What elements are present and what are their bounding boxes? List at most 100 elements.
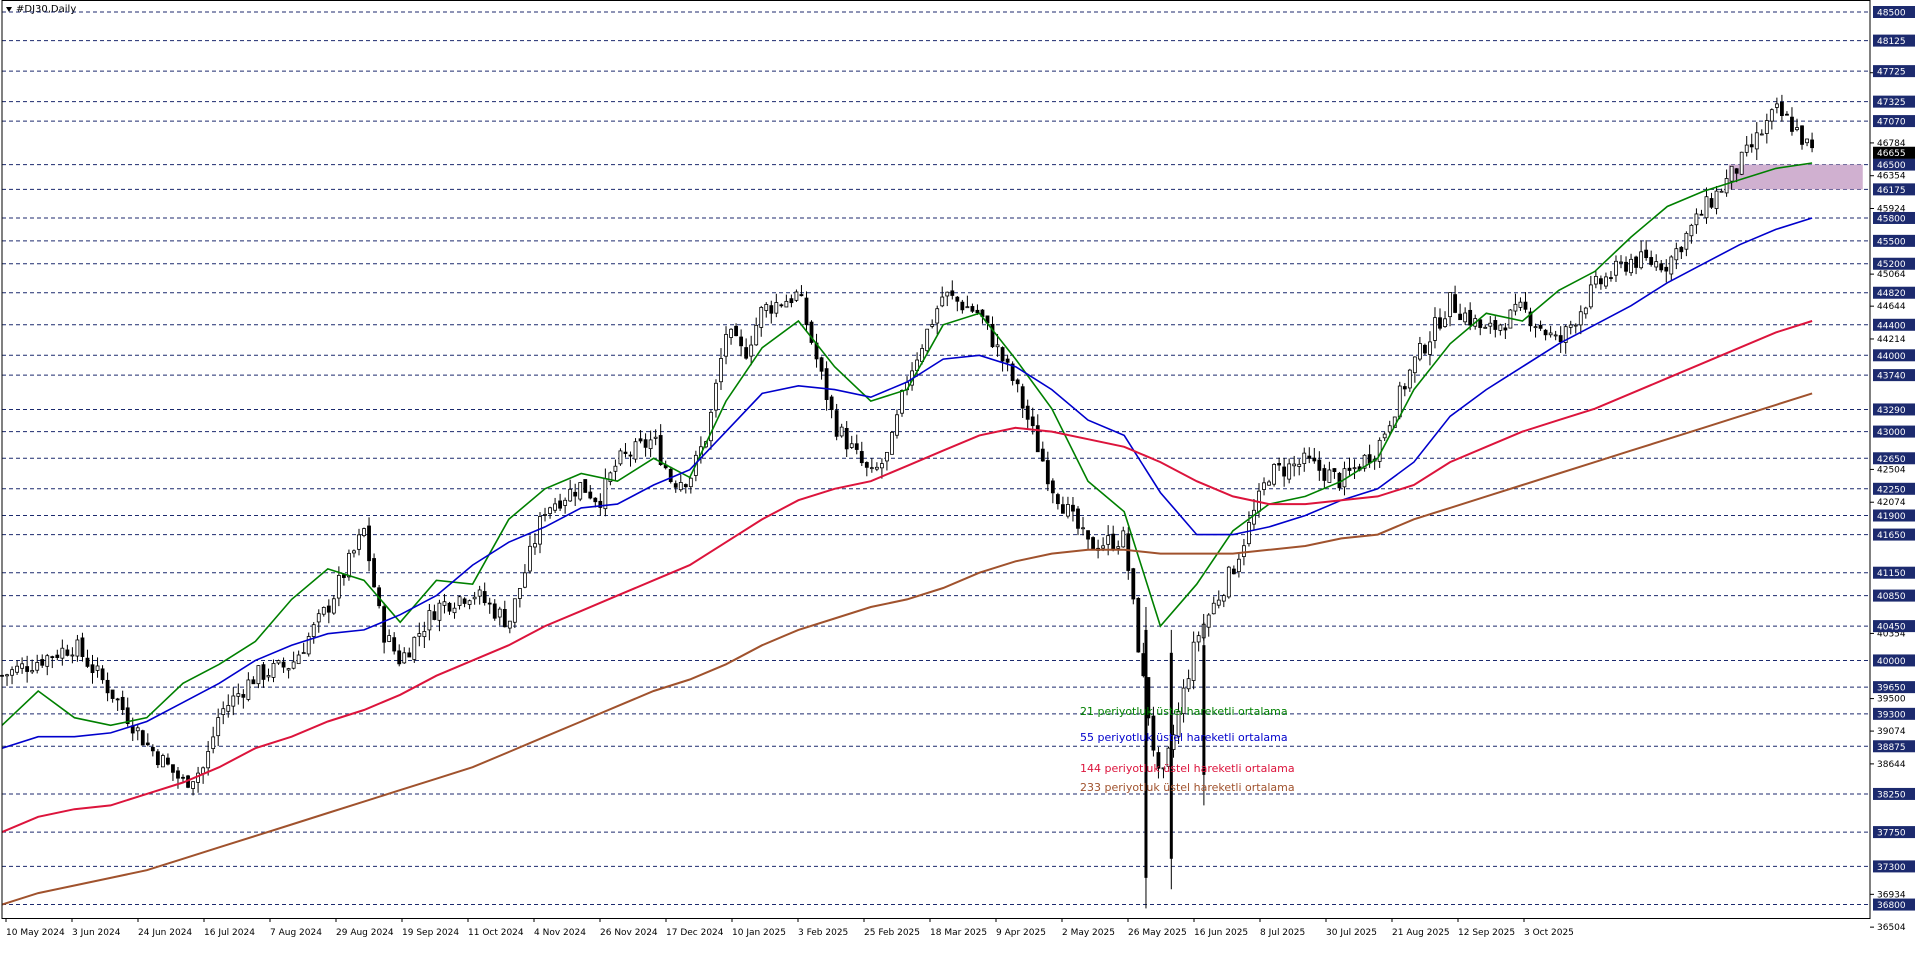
candle-body [1202,645,1206,775]
candle-body [970,306,975,312]
candle-body [583,479,588,493]
candle-body [729,328,733,338]
candle-body [256,665,261,685]
level-tag-label: 47070 [1877,118,1906,128]
level-tag-label: 37300 [1877,863,1906,873]
candle-body [266,675,271,678]
y-tick-label: 42074 [1877,498,1906,508]
level-tag-label: 39300 [1877,710,1906,720]
x-tick-label: 18 Mar 2025 [930,928,987,938]
candle-body [211,736,216,749]
candle-body [40,659,45,666]
level-tag-label: 37750 [1877,829,1906,839]
level-tag-label: 41650 [1877,531,1906,541]
candle-body [241,694,246,698]
candle-body [885,451,889,462]
candle-body [1573,324,1578,327]
candle-body [206,751,211,769]
candle-body [1066,504,1070,517]
candle-body [1267,481,1271,486]
candle-body [1609,277,1613,279]
candle-body [226,705,231,712]
candle-body [1805,138,1809,144]
time-axis[interactable]: 10 May 2024 3 Jun 2024 24 Jun 2024 16 Jul 2… [5,918,1574,938]
candle-body [1397,385,1402,418]
level-tag [1873,452,1915,465]
level-tag-label: 44000 [1877,352,1906,362]
candle-body [975,309,980,314]
candle-body [1764,120,1769,134]
candle-body [1749,144,1754,148]
candle-body [1780,101,1784,117]
level-tag-label: 38250 [1877,790,1906,800]
candle-body [291,661,296,669]
dropdown-triangle-icon[interactable] [6,6,12,12]
candle-body [648,439,653,450]
candle-body [935,308,940,324]
candle-body [709,411,713,442]
level-tag [1873,787,1915,800]
y-tick-label: 44644 [1877,302,1906,312]
candle-body [452,607,457,614]
candle-body [1548,332,1553,336]
candle-body [1181,687,1186,715]
candle-body [30,670,35,673]
level-tag-label: 43000 [1877,428,1906,438]
level-tag-label: 45800 [1877,214,1906,224]
x-tick-label: 3 Oct 2025 [1524,928,1574,938]
candle-body [1362,454,1367,469]
symbol-text: #DJ30,Daily [16,4,77,15]
candle-body [65,649,70,656]
candle-body [176,770,180,779]
level-tag [1873,369,1915,382]
candle-body [1538,324,1543,329]
x-tick-label: 7 Aug 2024 [270,928,322,938]
price-axis[interactable]: 4770446784463544592445064446444421442504… [1870,6,1915,933]
candle-body [1071,504,1075,512]
candle-body [1005,358,1010,363]
candle-body [734,325,738,337]
symbol-label: #DJ30,Daily [6,4,76,15]
candle-body [1593,275,1598,285]
candle-body [1417,343,1422,360]
candle-body [925,328,930,352]
candle-body [1719,190,1724,193]
candle-body [1513,303,1518,312]
candle-body [512,598,517,623]
candle-body [1724,178,1729,194]
legend-item: 55 periyotluk üstel hareketli ortalama [1080,731,1288,744]
candle-body [261,664,266,680]
candle-body [1252,509,1256,525]
candle-body [1669,256,1674,275]
candle-body [528,545,532,572]
candle-body [422,631,427,638]
level-tag-label: 46500 [1877,161,1906,171]
candle-body [1106,535,1111,545]
level-tag-label: 43740 [1877,372,1906,382]
candle-body [1558,335,1563,343]
candle-body [5,674,9,677]
candle-body [1312,457,1317,462]
candle-body [1196,635,1201,643]
candle-body [1674,248,1679,261]
x-tick-label: 16 Jun 2025 [1194,928,1248,938]
level-tag-label: 39650 [1877,684,1906,694]
candle-body [563,499,568,506]
candle-body [145,742,150,746]
y-tick-label: 45924 [1877,205,1906,215]
level-tag [1873,6,1915,18]
candle-body [316,613,321,623]
candle-body [533,543,537,548]
candle-body [598,500,603,508]
level-tag [1873,34,1915,47]
candle-body [1287,463,1292,480]
level-tag [1873,740,1915,753]
candle-body [120,696,125,711]
x-tick-label: 3 Feb 2025 [798,928,848,938]
candle-body [1040,448,1045,462]
candle-body [155,751,160,766]
candle-body [321,606,326,615]
candle-body [1151,715,1156,751]
candle-body [1141,653,1146,677]
